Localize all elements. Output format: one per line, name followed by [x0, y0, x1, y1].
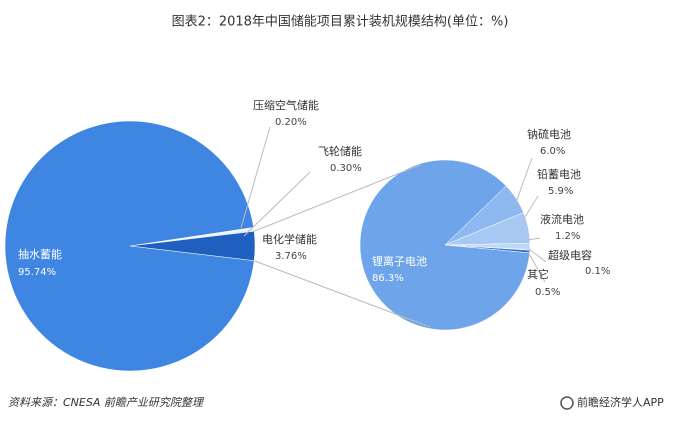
leader-line	[527, 237, 541, 241]
slice-label: 抽水蓄能	[18, 247, 62, 261]
connector-line	[253, 164, 421, 232]
slice-label: 钠硫电池	[527, 127, 571, 141]
slice-label: 电化学储能	[262, 232, 317, 246]
slice-value: 0.20%	[275, 117, 307, 128]
logo: 前瞻经济学人APP	[577, 395, 664, 409]
slice-label: 超级电容	[548, 248, 592, 262]
slice-value: 0.5%	[535, 287, 560, 298]
slice-label: 压缩空气储能	[253, 98, 319, 112]
slice-value: 1.2%	[555, 231, 580, 242]
connector-line	[253, 260, 431, 328]
slice-label: 飞轮储能	[318, 144, 362, 158]
slice-value: 0.1%	[585, 266, 610, 277]
slice-value: 95.74%	[18, 267, 56, 278]
slice-label: 锂离子电池	[372, 254, 427, 268]
slice-value: 5.9%	[548, 186, 573, 197]
slice-value: 6.0%	[540, 146, 565, 157]
slice-value: 86.3%	[372, 273, 404, 284]
slice-label: 液流电池	[540, 212, 584, 226]
logo-icon	[560, 396, 574, 410]
slice-value: 0.30%	[330, 163, 362, 174]
pie-slice	[4, 120, 255, 372]
slice-label: 铅蓄电池	[537, 167, 581, 181]
leader-line	[240, 126, 271, 229]
chart-title: 图表2：2018年中国储能项目累计装机规模结构(单位：%)	[172, 15, 509, 30]
leader-line	[521, 195, 539, 223]
slice-label: 其它	[527, 267, 549, 281]
leader-line	[514, 157, 533, 206]
leader-line	[528, 248, 547, 263]
leader-line	[527, 251, 546, 283]
slice-value: 3.76%	[275, 251, 307, 262]
pie-slice	[359, 159, 530, 331]
source: 资料来源：CNESA 前瞻产业研究院整理	[8, 396, 205, 409]
leader-line	[243, 171, 311, 237]
